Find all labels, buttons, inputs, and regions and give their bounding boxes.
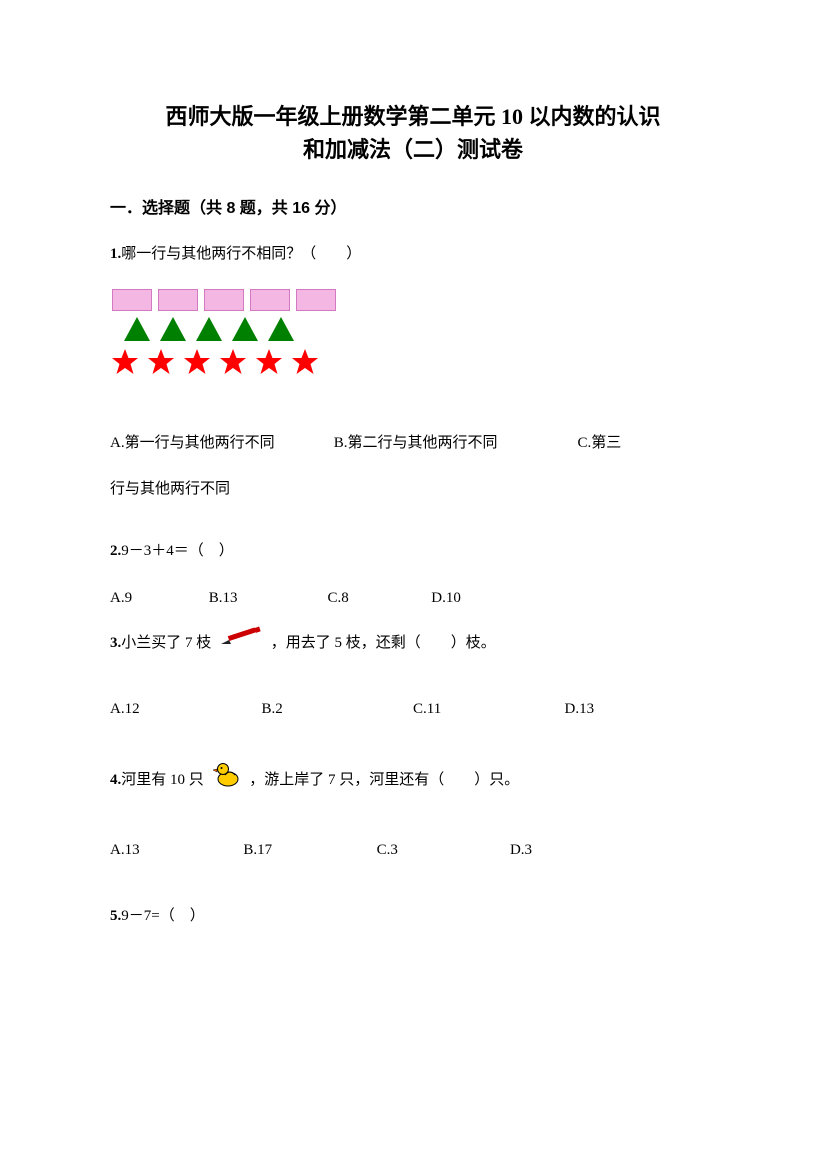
rectangle-icon — [158, 289, 198, 311]
star-icon — [254, 347, 284, 377]
q2-option-c: C.8 — [328, 580, 428, 616]
q1-options-line2: 行与其他两行不同 — [110, 471, 716, 507]
shape-row-triangles — [110, 315, 716, 343]
star-icon — [110, 347, 140, 377]
star-icon — [290, 347, 320, 377]
q4-text-b: ，游上岸了 7 只，河里还有（ ）只。 — [249, 772, 519, 788]
q1-option-a: A.第一行与其他两行不同 — [110, 425, 330, 461]
q2-number: 2. — [110, 543, 121, 559]
q4-number: 4. — [110, 772, 121, 788]
title-line-1: 西师大版一年级上册数学第二单元 10 以内数的认识 — [110, 100, 716, 133]
rectangle-icon — [112, 289, 152, 311]
q3-number: 3. — [110, 635, 121, 651]
question-4: 4.河里有 10 只 ，游上岸了 7 只，河里还有（ ）只。 — [110, 759, 716, 802]
title-line-2: 和加减法（二）测试卷 — [110, 133, 716, 166]
rectangle-icon — [250, 289, 290, 311]
question-5: 5.9－7=（ ） — [110, 900, 716, 933]
page-title: 西师大版一年级上册数学第二单元 10 以内数的认识 和加减法（二）测试卷 — [110, 100, 716, 166]
q3-options: A.12 B.2 C.11 D.13 — [110, 691, 716, 727]
question-2: 2.9－3＋4＝（ ） — [110, 535, 716, 568]
star-icon — [146, 347, 176, 377]
shape-row-stars — [110, 347, 716, 377]
q3-option-c: C.11 — [413, 691, 565, 727]
q1-options-line1: A.第一行与其他两行不同 B.第二行与其他两行不同 C.第三 — [110, 425, 716, 461]
q1-option-b: B.第二行与其他两行不同 — [334, 425, 574, 461]
triangle-icon — [122, 315, 152, 343]
pencil-icon — [219, 626, 263, 661]
q4-options: A.13 B.17 C.3 D.3 — [110, 832, 716, 868]
q3-option-a: A.12 — [110, 691, 262, 727]
q3-option-d: D.13 — [565, 691, 717, 727]
star-icon — [182, 347, 212, 377]
q4-text-a: 河里有 10 只 — [121, 772, 204, 788]
question-3: 3.小兰买了 7 枝 ，用去了 5 枝，还剩（ ）枝。 — [110, 626, 716, 661]
q3-text-a: 小兰买了 7 枝 — [121, 635, 211, 651]
q2-options: A.9 B.13 C.8 D.10 — [110, 580, 716, 616]
q1-option-c-part1: C.第三 — [578, 435, 622, 451]
star-icon — [218, 347, 248, 377]
triangle-icon — [230, 315, 260, 343]
triangle-icon — [194, 315, 224, 343]
q2-option-d: D.10 — [431, 590, 461, 606]
q4-option-b: B.17 — [243, 832, 376, 868]
q4-option-d: D.3 — [510, 832, 716, 868]
triangle-icon — [158, 315, 188, 343]
q1-shapes — [110, 289, 716, 377]
page: 西师大版一年级上册数学第二单元 10 以内数的认识 和加减法（二）测试卷 一．选… — [0, 0, 826, 1169]
section-header: 一．选择题（共 8 题，共 16 分） — [110, 194, 716, 218]
shape-row-rectangles — [110, 289, 716, 311]
q4-option-a: A.13 — [110, 832, 243, 868]
duck-icon — [212, 759, 242, 802]
q1-number: 1. — [110, 246, 121, 262]
q5-text: 9－7=（ ） — [121, 908, 204, 924]
q1-option-c-part2: 行与其他两行不同 — [110, 481, 230, 497]
q4-option-c: C.3 — [377, 832, 510, 868]
q3-text-b: ，用去了 5 枝，还剩（ ）枝。 — [271, 635, 496, 651]
q1-text: 哪一行与其他两行不相同？（ ） — [121, 246, 361, 262]
q3-option-b: B.2 — [262, 691, 414, 727]
q2-option-b: B.13 — [209, 580, 324, 616]
rectangle-icon — [204, 289, 244, 311]
q5-number: 5. — [110, 908, 121, 924]
q2-option-a: A.9 — [110, 580, 205, 616]
question-1: 1.哪一行与其他两行不相同？（ ） — [110, 238, 716, 271]
q2-text: 9－3＋4＝（ ） — [121, 543, 234, 559]
triangle-icon — [266, 315, 296, 343]
rectangle-icon — [296, 289, 336, 311]
